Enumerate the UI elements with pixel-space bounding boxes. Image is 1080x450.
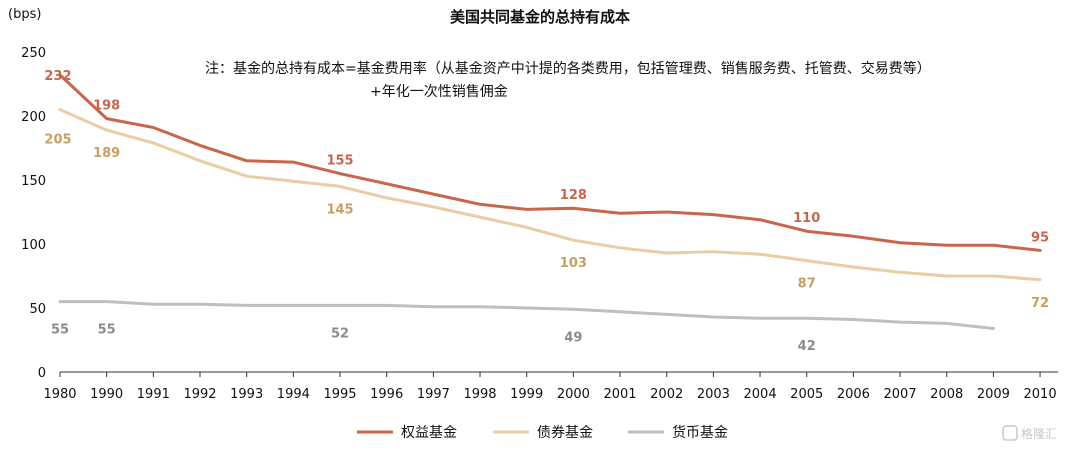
- series-line-2: [58, 300, 995, 330]
- y-tick-label: 100: [21, 238, 46, 253]
- data-label: 42: [798, 339, 816, 354]
- x-tick-label: 1994: [277, 387, 310, 402]
- x-tick-label: 1991: [137, 387, 170, 402]
- data-label: 155: [326, 154, 353, 169]
- data-label: 55: [98, 323, 116, 338]
- x-tick-label: 1996: [370, 387, 403, 402]
- data-label: 145: [326, 202, 353, 217]
- data-label: 198: [93, 99, 120, 114]
- x-tick-label: 2008: [930, 387, 963, 402]
- x-tick-label: 2010: [1024, 387, 1057, 402]
- y-tick-label: 250: [21, 46, 46, 61]
- y-axis-ticks: 0 50 100 150 200 250: [21, 46, 46, 381]
- x-axis-ticks: 1980 1990 1991 1992 1993 1994 1995 1996 1997 1998…: [43, 372, 1057, 402]
- chart-note-line2: +年化一次性销售佣金: [370, 84, 508, 100]
- legend-label: 货币基金: [672, 424, 728, 441]
- x-tick-label: 1990: [90, 387, 123, 402]
- chart-title: 美国共同基金的总持有成本: [450, 8, 630, 26]
- x-tick-label: 1992: [183, 387, 216, 402]
- data-label: 52: [331, 326, 349, 341]
- x-tick-label: 2003: [697, 387, 730, 402]
- data-label: 87: [798, 277, 816, 292]
- x-tick-label: 2007: [884, 387, 917, 402]
- x-tick-label: 1999: [510, 387, 543, 402]
- x-tick-label: 1998: [463, 387, 496, 402]
- data-label: 95: [1031, 230, 1049, 245]
- y-axis-unit: (bps): [8, 7, 41, 22]
- x-tick-label: 1995: [323, 387, 356, 402]
- watermark-logo: 格隆汇: [1002, 425, 1057, 441]
- y-tick-label: 0: [38, 366, 46, 381]
- x-tick-label: 1993: [230, 387, 263, 402]
- x-tick-label: 1980: [43, 387, 76, 402]
- series-line-0: [58, 73, 1042, 252]
- series-lines: [58, 73, 1042, 330]
- data-labels: 232 198 155 128 110 95 205 189 145 103 87 72 55 55 52 4…: [44, 69, 1049, 354]
- chart-note-line1: 注：基金的总持有成本=基金费用率（从基金资产中计提的各类费用，包括管理费、销售服…: [205, 60, 931, 77]
- watermark-text: 格隆汇: [1021, 426, 1057, 441]
- x-tick-label: 2005: [790, 387, 823, 402]
- x-tick-label: 2009: [977, 387, 1010, 402]
- data-label: 205: [44, 133, 71, 148]
- data-label: 232: [44, 69, 71, 84]
- data-label: 103: [560, 256, 587, 271]
- data-label: 110: [793, 211, 820, 226]
- x-tick-label: 2000: [557, 387, 590, 402]
- series-line-1: [58, 108, 1042, 282]
- y-tick-label: 50: [29, 302, 46, 317]
- x-tick-label: 2004: [744, 387, 777, 402]
- data-label: 49: [564, 330, 582, 345]
- x-tick-label: 2006: [837, 387, 870, 402]
- data-label: 128: [560, 188, 587, 203]
- data-label: 189: [93, 146, 120, 161]
- y-tick-label: 200: [21, 110, 46, 125]
- legend: 权益基金 债券基金 货币基金: [357, 424, 728, 441]
- legend-label: 债券基金: [537, 424, 593, 441]
- legend-label: 权益基金: [401, 424, 457, 441]
- y-tick-label: 150: [21, 174, 46, 189]
- x-tick-label: 1997: [417, 387, 450, 402]
- data-label: 55: [51, 323, 69, 338]
- x-tick-label: 2002: [650, 387, 683, 402]
- x-tick-label: 2001: [603, 387, 636, 402]
- data-label: 72: [1031, 296, 1049, 311]
